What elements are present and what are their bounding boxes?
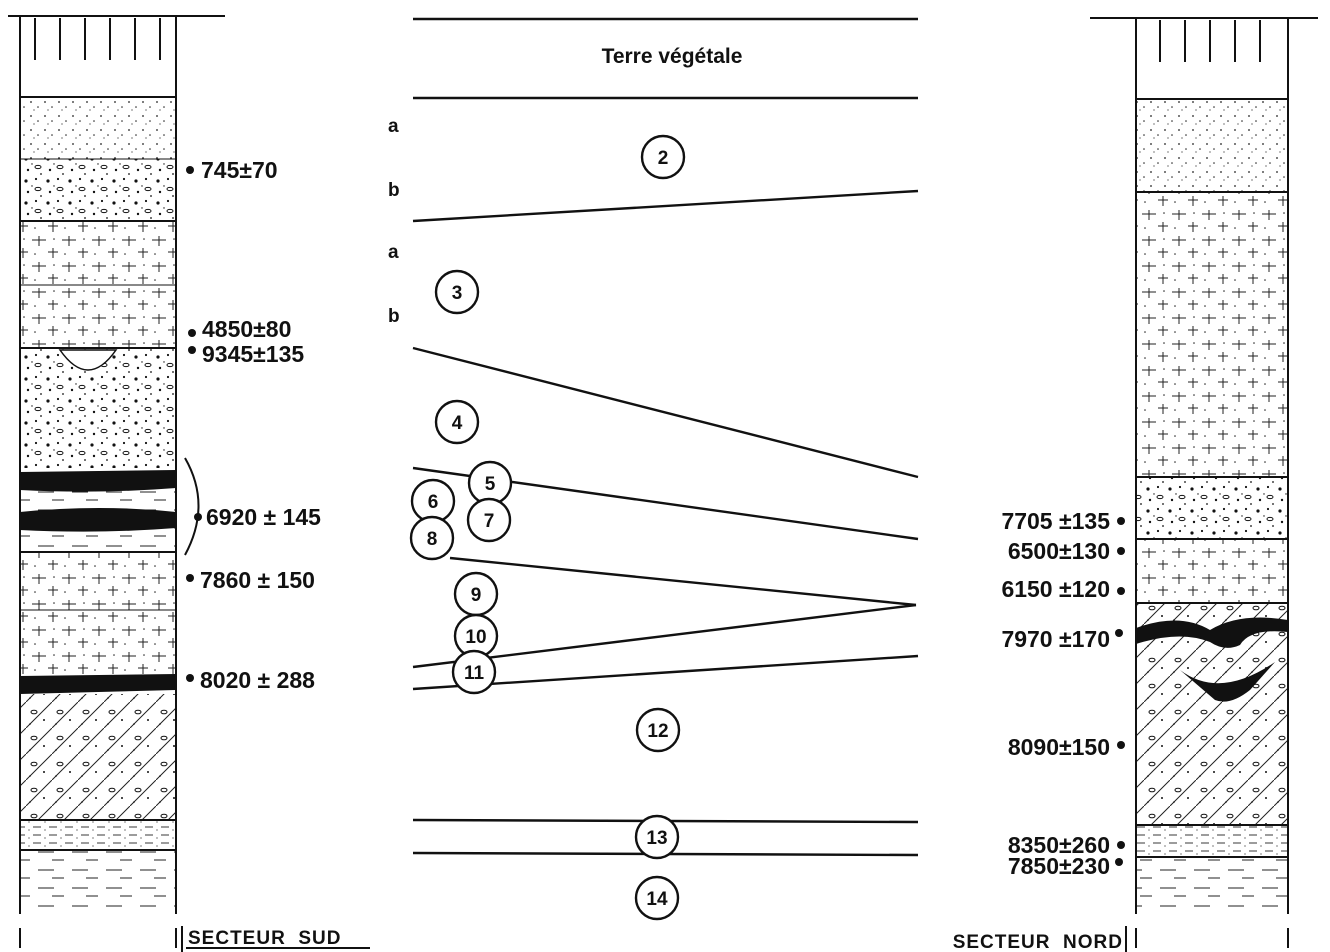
sublayer-3b: b [388, 306, 400, 327]
sublayer-2b: b [388, 180, 400, 201]
layer-13: 13 [646, 828, 667, 849]
vegetation-marks-nord [1159, 20, 1261, 62]
bracket-sud [184, 457, 200, 556]
layer-4: 4 [452, 413, 463, 434]
layer-9: 9 [471, 585, 482, 606]
date-sud-4850: 4850±80 [202, 316, 291, 342]
date-nord-8350: 8350±260 [1008, 832, 1110, 858]
layer-2: 2 [658, 148, 669, 169]
date-nord-6150: 6150 ±120 [1001, 576, 1110, 602]
date-sud-7860: 7860 ± 150 [200, 567, 315, 593]
date-nord-8090: 8090±150 [1008, 734, 1110, 760]
correlation-diagram: Terre végétale a b a b 2 3 4 5 6 7 8 [388, 17, 919, 921]
date-nord-7705: 7705 ±135 [1001, 508, 1110, 534]
date-sud-6920: 6920 ± 145 [206, 504, 321, 530]
layer-10: 10 [465, 627, 486, 648]
layer-11: 11 [464, 663, 485, 684]
layer-8: 8 [427, 529, 438, 550]
layer-3: 3 [452, 283, 463, 304]
date-sud-8020: 8020 ± 288 [200, 667, 315, 693]
layer-markers: 2 3 4 5 6 7 8 9 10 11 12 13 14 [409, 134, 686, 921]
date-nord-7970: 7970 ±170 [1001, 626, 1110, 652]
layer-5: 5 [485, 474, 496, 495]
layer-6: 6 [428, 492, 439, 513]
column-sud [8, 15, 225, 948]
layer-14: 14 [646, 889, 668, 910]
date-sud-745: 745±70 [201, 157, 278, 183]
sublayer-2a: a [388, 116, 399, 137]
label-secteur-sud: SECTEUR SUD [188, 928, 341, 949]
label-secteur-nord: SECTEUR NORD [953, 932, 1123, 952]
column-nord [1090, 17, 1318, 948]
dates-sud: 745±70 4850±80 9345±135 6920 ± 145 7860 … [184, 157, 321, 693]
date-sud-9345: 9345±135 [202, 341, 304, 367]
dates-nord: 7705 ±135 6500±130 6150 ±120 7970 ±170 8… [1001, 508, 1125, 879]
sublayer-3a: a [388, 242, 399, 263]
vegetation-marks-sud [34, 18, 161, 60]
label-terre-vegetale: Terre végétale [602, 45, 743, 68]
date-nord-6500: 6500±130 [1008, 538, 1110, 564]
layer-7: 7 [484, 511, 495, 532]
layer-12: 12 [647, 721, 668, 742]
date-nord-7850: 7850±230 [1008, 853, 1110, 879]
